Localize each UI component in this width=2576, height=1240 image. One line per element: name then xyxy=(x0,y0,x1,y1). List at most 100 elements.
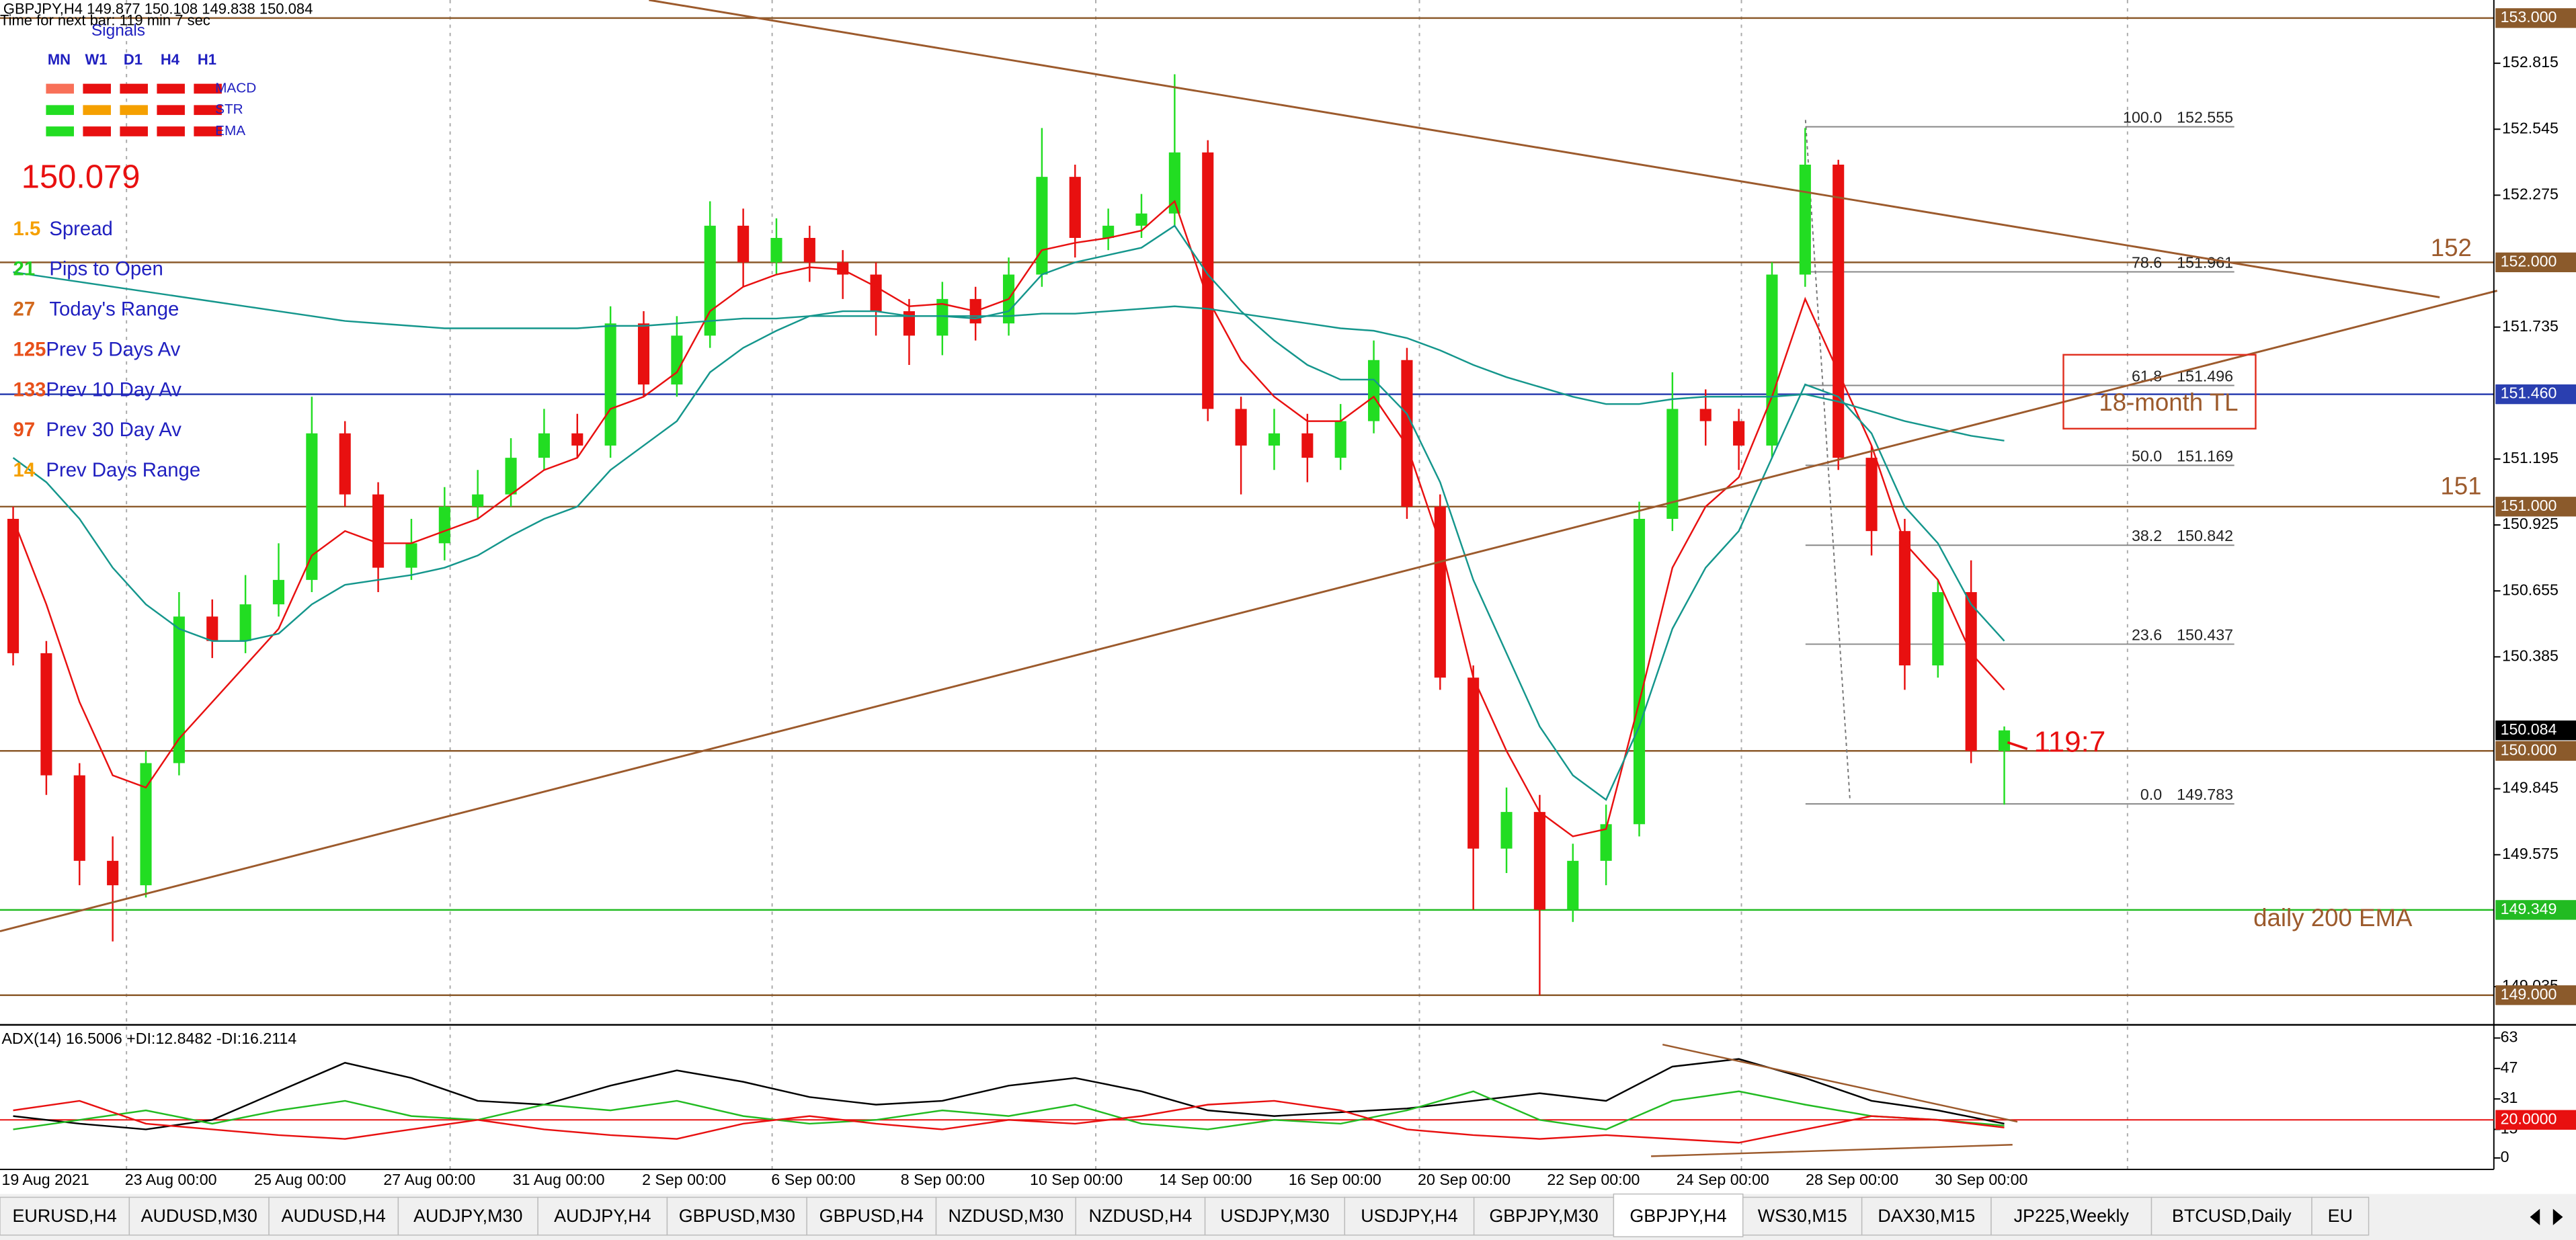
tab[interactable] xyxy=(128,1196,270,1236)
x-tick-label: 16 Sep 00:00 xyxy=(1289,1171,1381,1188)
tab[interactable] xyxy=(268,1196,399,1236)
tab-label[interactable]: AUDJPY,M30 xyxy=(413,1206,522,1226)
tab-label[interactable]: AUDUSD,H4 xyxy=(282,1206,386,1226)
x-tick-label: 10 Sep 00:00 xyxy=(1030,1171,1123,1188)
candle-body xyxy=(1401,360,1413,507)
fib-level: 50.0 xyxy=(2132,447,2162,464)
candle-body xyxy=(571,433,583,446)
signal-block xyxy=(194,105,222,116)
x-tick-label: 6 Sep 00:00 xyxy=(771,1171,855,1188)
tab-label[interactable]: GBPUSD,H4 xyxy=(819,1206,924,1226)
candle-body xyxy=(7,518,19,653)
tab-scroll-arrows[interactable] xyxy=(2530,1208,2563,1226)
candle-body xyxy=(604,323,616,446)
info-label: Prev Days Range xyxy=(46,459,200,481)
x-tick-label: 25 Aug 00:00 xyxy=(254,1171,346,1188)
candle-body xyxy=(1135,213,1148,226)
candle-body xyxy=(339,433,351,495)
tab-label[interactable]: WS30,M15 xyxy=(1758,1206,1847,1226)
signal-block xyxy=(157,105,185,116)
info-value: 1.5 xyxy=(13,218,41,240)
moving-average xyxy=(12,200,2005,837)
level-tag xyxy=(2495,900,2576,920)
tab[interactable] xyxy=(666,1196,807,1236)
candle-body xyxy=(1102,225,1115,239)
annotation-box xyxy=(2062,354,2257,430)
signal-name: MACD xyxy=(215,80,256,95)
tab[interactable] xyxy=(806,1196,937,1236)
tab-label[interactable]: USDJPY,H4 xyxy=(1361,1206,1457,1226)
candle-body xyxy=(272,579,285,605)
y-tick-label: 152.545 xyxy=(2502,119,2559,136)
level-tag xyxy=(2495,497,2576,517)
candle-body xyxy=(505,458,517,495)
tab[interactable] xyxy=(1075,1196,1206,1236)
candle-body xyxy=(1799,164,1811,275)
tab-scroll[interactable] xyxy=(2513,1197,2576,1237)
candle-body xyxy=(1467,677,1480,849)
fib-level: 23.6 xyxy=(2132,626,2162,643)
tab-label[interactable]: EURUSD,H4 xyxy=(13,1206,117,1226)
timeframe: D1 xyxy=(124,51,143,68)
tab[interactable] xyxy=(935,1196,1076,1236)
tab-label[interactable]: USDJPY,M30 xyxy=(1220,1206,1329,1226)
level-tag xyxy=(2495,8,2576,28)
level-tag xyxy=(2495,384,2576,405)
adx-line xyxy=(13,1058,2005,1130)
annotation: 152 xyxy=(2431,234,2472,261)
tab[interactable] xyxy=(1990,1196,2152,1236)
x-tick-label: 14 Sep 00:00 xyxy=(1159,1171,1252,1188)
adx-tick-label: 63 xyxy=(2501,1028,2518,1046)
y-tick-label: 152.815 xyxy=(2502,53,2559,71)
tab[interactable] xyxy=(2311,1196,2370,1236)
tab[interactable] xyxy=(1204,1196,1346,1236)
candles xyxy=(7,74,2011,995)
tab-label[interactable]: EU xyxy=(2328,1206,2353,1226)
tab-label[interactable]: JP225,Weekly xyxy=(2014,1206,2130,1226)
tab[interactable] xyxy=(0,1196,130,1236)
tab[interactable] xyxy=(537,1196,668,1236)
annotation: 18-month TL xyxy=(2099,388,2238,416)
timeframe: H1 xyxy=(198,51,216,68)
trend-line xyxy=(1651,1144,2013,1157)
candle-body xyxy=(1036,177,1048,275)
level-tag xyxy=(2495,252,2576,273)
signal-block xyxy=(194,126,222,136)
tab-label[interactable]: DAX30,M15 xyxy=(1878,1206,1975,1226)
level-label: 150.084 xyxy=(2501,720,2557,738)
candle-body xyxy=(936,298,949,336)
candle-body xyxy=(140,763,152,886)
x-tick-label: 23 Aug 00:00 xyxy=(125,1171,217,1188)
fib-price: 152.555 xyxy=(2177,109,2233,126)
fib-price: 150.437 xyxy=(2177,626,2233,643)
tab-label[interactable]: AUDUSD,M30 xyxy=(141,1206,257,1226)
tab-label[interactable]: GBPJPY,H4 xyxy=(1629,1206,1726,1226)
candle-body xyxy=(472,494,484,507)
candle-body xyxy=(1666,409,1679,519)
tab[interactable] xyxy=(1613,1193,1744,1237)
tab-label[interactable]: GBPJPY,M30 xyxy=(1489,1206,1598,1226)
tab[interactable] xyxy=(1861,1196,1992,1236)
tab[interactable] xyxy=(2150,1196,2312,1236)
x-tick-label: 22 Sep 00:00 xyxy=(1547,1171,1640,1188)
fib-price: 150.842 xyxy=(2177,527,2233,544)
tab[interactable] xyxy=(397,1196,538,1236)
candle-body xyxy=(1533,812,1545,910)
candle-body xyxy=(73,775,85,861)
candle-body xyxy=(1865,458,1878,532)
candle-body xyxy=(870,274,882,312)
tab[interactable] xyxy=(1344,1196,1475,1236)
adx-tick-label: 31 xyxy=(2501,1089,2518,1106)
x-tick-label: 24 Sep 00:00 xyxy=(1677,1171,1769,1188)
tab-label[interactable]: NZDUSD,M30 xyxy=(949,1206,1064,1226)
tab-label[interactable]: AUDJPY,H4 xyxy=(554,1206,651,1226)
tab-label[interactable]: BTCUSD,Daily xyxy=(2172,1206,2292,1226)
info-value: 97 xyxy=(13,419,36,441)
annotation: 119:7 xyxy=(2034,726,2106,759)
candle-body xyxy=(1833,164,1845,458)
tab-label[interactable]: NZDUSD,H4 xyxy=(1089,1206,1193,1226)
tab-label[interactable]: GBPUSD,M30 xyxy=(679,1206,795,1226)
signals-title: Signals xyxy=(91,22,145,40)
